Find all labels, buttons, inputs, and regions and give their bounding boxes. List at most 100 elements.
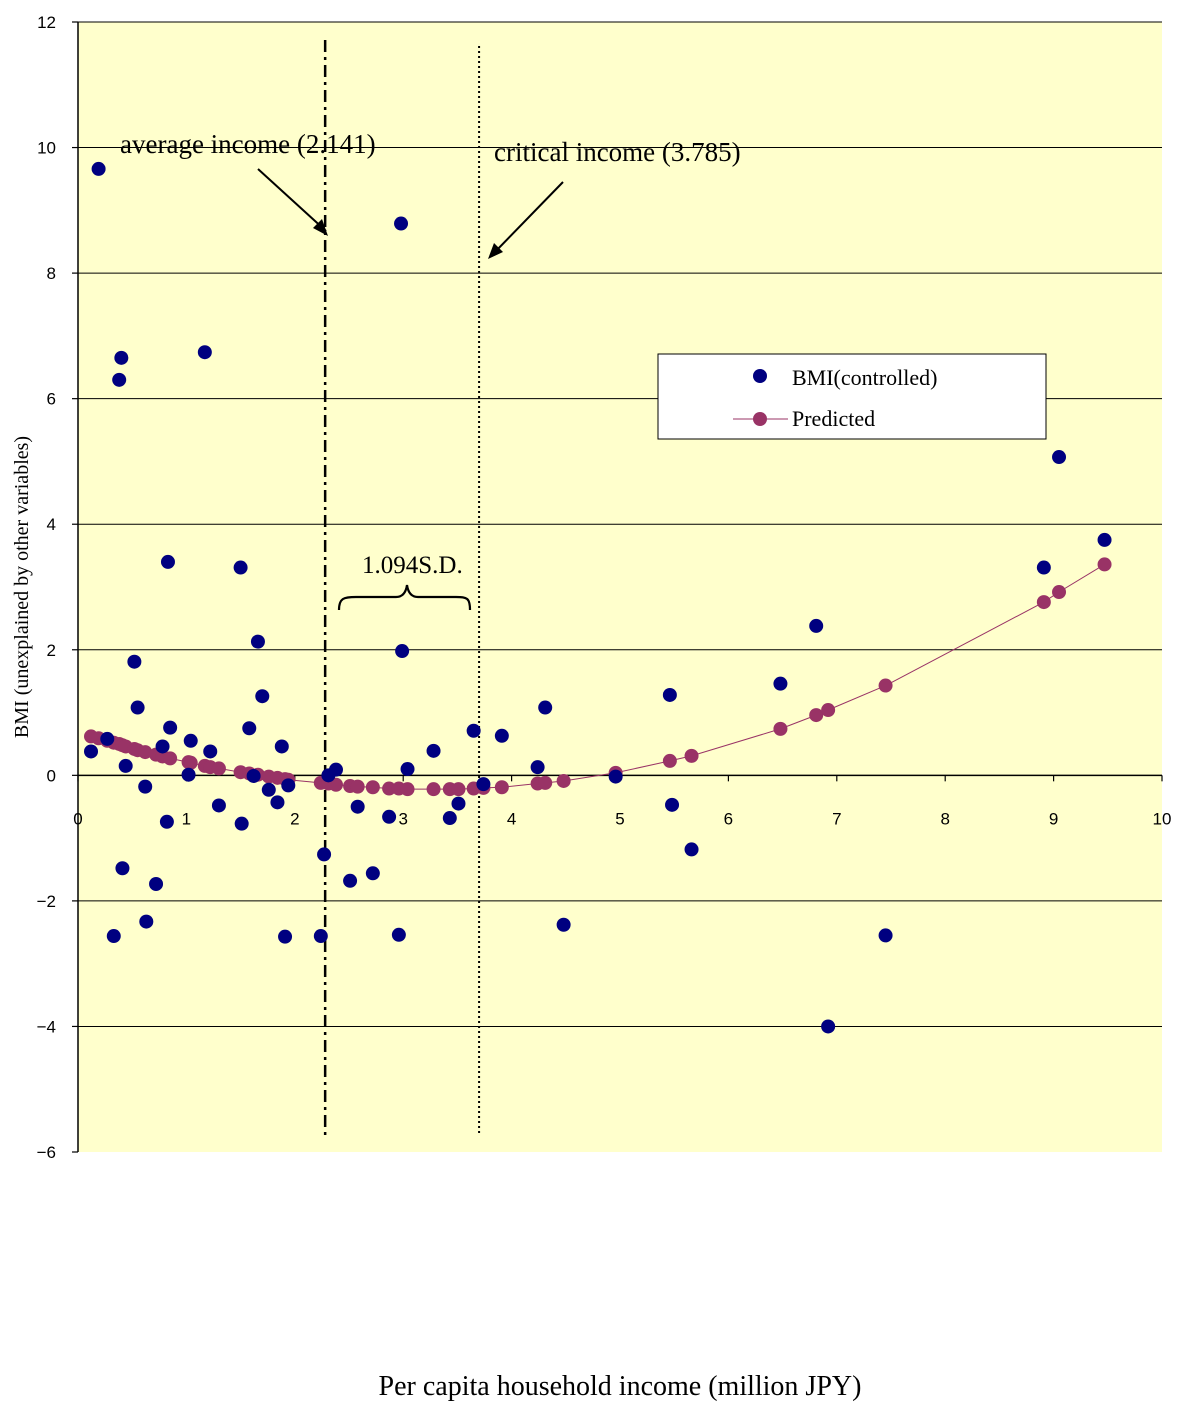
observed-point <box>608 769 623 784</box>
plot-area <box>78 22 1162 1152</box>
observed-point <box>328 762 343 777</box>
observed-point <box>183 733 198 748</box>
observed-point <box>442 811 457 826</box>
observed-point <box>278 929 293 944</box>
predicted-point <box>538 775 553 790</box>
observed-point <box>261 782 276 797</box>
critical-income-arrowhead <box>488 243 503 259</box>
critical-income-arrow <box>492 181 564 255</box>
observed-point <box>255 689 270 704</box>
observed-point <box>211 798 226 813</box>
x-tick-label: 9 <box>1049 809 1058 828</box>
y-tick-label: 0 <box>47 766 56 785</box>
x-tick-label: 10 <box>1153 809 1172 828</box>
x-tick-label: 6 <box>724 809 733 828</box>
legend-box <box>657 353 1047 440</box>
x-tick-label: 0 <box>73 809 82 828</box>
observed-point <box>476 777 491 792</box>
observed-point <box>91 161 106 176</box>
observed-point <box>115 861 130 876</box>
x-tick-labels: 0 1 2 3 4 5 6 7 8 9 10 <box>73 809 1171 828</box>
predicted-point <box>878 678 893 693</box>
observed-point <box>1097 532 1112 547</box>
legend-predicted-label: Predicted <box>792 406 875 431</box>
observed-point <box>118 758 133 773</box>
x-tick-label: 4 <box>507 809 516 828</box>
average-income-label: average income (2.141) <box>120 129 376 159</box>
observed-point <box>382 809 397 824</box>
observed-point <box>821 1019 836 1034</box>
predicted-point <box>163 751 178 766</box>
observed-point <box>426 743 441 758</box>
observed-point <box>313 929 328 944</box>
y-tick-label: 4 <box>47 515 56 534</box>
reference-lines <box>323 40 481 1136</box>
observed-point <box>127 654 142 669</box>
observed-point <box>556 917 571 932</box>
observed-point <box>274 739 289 754</box>
legend-observed-label: BMI(controlled) <box>792 365 937 390</box>
observed-point <box>281 778 296 793</box>
observed-point <box>466 723 481 738</box>
y-axis-title: BMI (unexplained by other variables) <box>11 436 33 738</box>
observed-point <box>138 779 153 794</box>
observed-point <box>160 554 175 569</box>
observed-point <box>538 700 553 715</box>
x-axis-title: Per capita household income (million JPY… <box>379 1371 862 1402</box>
observed-point <box>159 814 174 829</box>
predicted-point <box>821 703 836 718</box>
predicted-point <box>328 777 343 792</box>
predicted-point <box>451 782 466 797</box>
observed-point <box>395 644 410 659</box>
x-tick-label: 1 <box>182 809 191 828</box>
predicted-point <box>1052 585 1067 600</box>
observed-point <box>530 760 545 775</box>
observed-points <box>84 161 1112 1034</box>
observed-point <box>181 767 196 782</box>
predicted-point <box>426 782 441 797</box>
observed-point <box>809 618 824 633</box>
y-tick-label: 10 <box>37 139 56 158</box>
observed-point <box>494 728 509 743</box>
predicted-point <box>183 755 198 770</box>
predicted-point <box>350 779 365 794</box>
predicted-point <box>365 780 380 795</box>
observed-point <box>391 927 406 942</box>
x-tick-label: 8 <box>940 809 949 828</box>
sd-label: 1.094S.D. <box>362 552 463 579</box>
observed-point <box>451 796 466 811</box>
y-tick-label: −6 <box>37 1143 56 1162</box>
observed-point <box>250 634 265 649</box>
x-tick-label: 7 <box>832 809 841 828</box>
predicted-point <box>773 721 788 736</box>
critical-income-label: critical income (3.785) <box>494 137 741 167</box>
predicted-point <box>809 708 824 723</box>
predicted-point <box>400 782 415 797</box>
observed-point <box>246 768 261 783</box>
observed-point <box>114 350 129 365</box>
observed-point <box>317 847 332 862</box>
observed-point <box>155 739 170 754</box>
predicted-point <box>556 773 571 788</box>
observed-point <box>684 842 699 857</box>
observed-point <box>1052 450 1067 465</box>
predicted-point <box>138 745 153 760</box>
predicted-points <box>84 557 1112 797</box>
y-tick-label: −4 <box>37 1017 56 1036</box>
average-income-arrowhead <box>313 219 328 236</box>
x-tick-label: 5 <box>615 809 624 828</box>
y-tick-label: 6 <box>47 390 56 409</box>
observed-point <box>1036 560 1051 575</box>
y-tick-label: −2 <box>37 892 56 911</box>
predicted-point <box>211 761 226 776</box>
observed-point <box>197 345 212 360</box>
observed-point <box>139 914 154 929</box>
x-tick-label: 2 <box>290 809 299 828</box>
observed-point <box>394 216 409 231</box>
observed-point <box>106 929 121 944</box>
observed-point <box>665 797 680 812</box>
legend-predicted-marker <box>753 412 767 426</box>
observed-point <box>343 873 358 888</box>
observed-point <box>242 721 257 736</box>
observed-point <box>163 720 178 735</box>
